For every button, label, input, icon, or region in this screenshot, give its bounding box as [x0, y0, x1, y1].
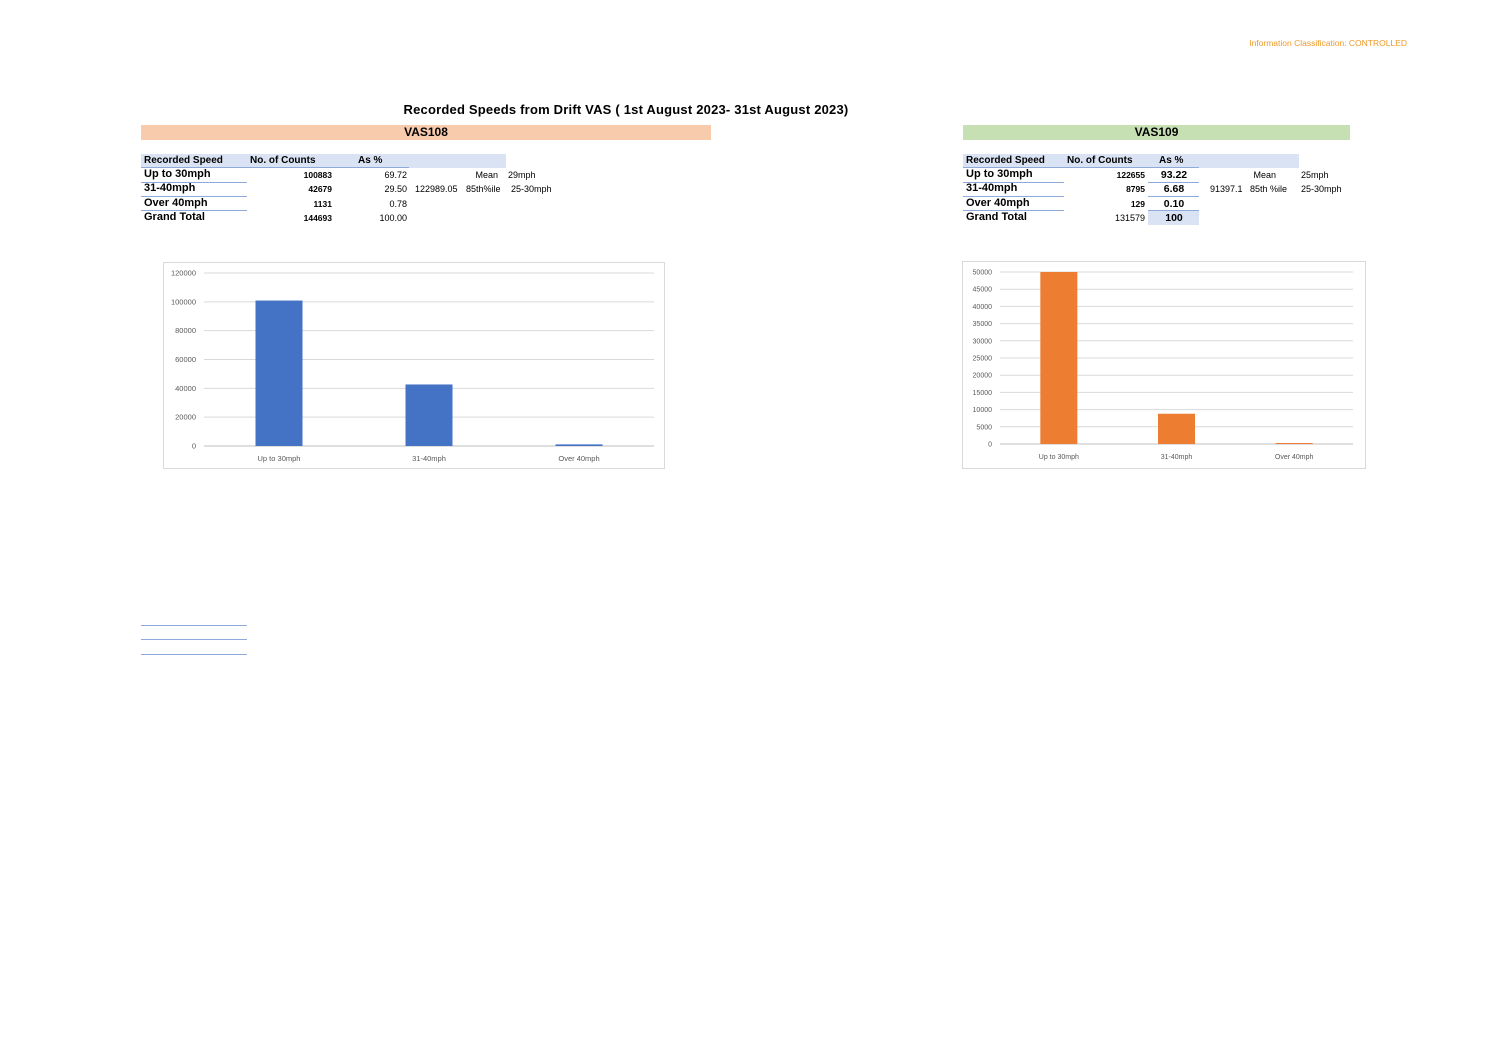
x-tick-label: Over 40mph [1275, 454, 1314, 461]
vas108-col-counts: No. of Counts [250, 155, 316, 166]
divider-line [141, 639, 247, 640]
y-tick-label: 0 [192, 442, 196, 451]
vas108-row-pct: 0.78 [389, 199, 407, 209]
vas108-row-label: Up to 30mph [144, 168, 211, 180]
vas108-row-count: 100883 [303, 170, 332, 180]
y-tick-label: 50000 [973, 270, 993, 277]
vas108-title-band: VAS108 [141, 125, 711, 140]
vas109-row-count: 122655 [1116, 170, 1145, 180]
vas108-mean-label: Mean [475, 170, 498, 180]
vas109-row-count: 129 [1130, 199, 1145, 209]
y-tick-label: 60000 [175, 355, 196, 364]
vas108-p85-value: 25-30mph [511, 184, 552, 194]
bar-over-40mph [1275, 443, 1313, 444]
vas108-row-label: 31-40mph [144, 182, 196, 194]
vas108-p85-label: 85th%ile [466, 184, 501, 194]
bar-up-to-30mph [1040, 272, 1078, 444]
vas109-col-pct: As % [1159, 155, 1184, 166]
vas109-p85-value: 25-30mph [1301, 184, 1342, 194]
y-tick-label: 35000 [973, 321, 993, 328]
y-tick-label: 100000 [171, 297, 196, 306]
y-tick-label: 10000 [973, 407, 993, 414]
vas109-col-counts: No. of Counts [1067, 155, 1133, 166]
vas108-extra-value: 122989.05 [415, 184, 458, 194]
vas108-chart-svg: 0 20000 40000 60000 80000 100000 120000 Up to 3… [171, 269, 654, 463]
vas109-p85-label: 85th %ile [1250, 184, 1288, 194]
vas109-title-band: VAS109 [963, 125, 1350, 140]
x-tick-label: 31-40mph [412, 454, 446, 463]
y-tick-label: 15000 [973, 390, 993, 397]
vas108-row-pct: 69.72 [384, 170, 407, 180]
vas109-row-count: 8795 [1126, 184, 1145, 194]
vas108-total-pct: 100.00 [379, 213, 407, 223]
vas108-row-pct: 29.50 [384, 184, 407, 194]
y-tick-label: 80000 [175, 326, 196, 335]
vas109-total-count: 131579 [1114, 213, 1145, 223]
y-tick-label: 30000 [973, 338, 993, 345]
vas109-row-pct: 6.68 [1163, 183, 1185, 195]
vas109-chart: 0 5000 10000 15000 20000 25000 30000 35000 40000… [962, 261, 1366, 469]
y-tick-label: 5000 [976, 424, 992, 431]
vas108-total-label: Grand Total [144, 211, 205, 223]
vas109-row-label: Up to 30mph [966, 168, 1033, 180]
divider-line [141, 625, 247, 626]
vas109-total-pct-fill [1148, 211, 1199, 225]
y-tick-label: 0 [988, 442, 992, 449]
bar-over-40mph [555, 444, 603, 446]
divider-line [141, 654, 247, 655]
y-tick-label: 120000 [171, 269, 196, 278]
x-tick-label: 31-40mph [1161, 454, 1193, 461]
vas109-row-label: 31-40mph [966, 182, 1018, 194]
vas108-col-recorded-speed: Recorded Speed [144, 155, 223, 166]
vas109-chart-svg: 0 5000 10000 15000 20000 25000 30000 35000 40000… [973, 270, 1353, 461]
vas109-mean-label: Mean [1253, 170, 1276, 180]
vas108-row-count: 1131 [313, 199, 332, 209]
classification-label: Information Classification: CONTROLLED [1249, 38, 1407, 48]
bar-31-40mph [1158, 413, 1195, 444]
vas109-row-pct: 93.22 [1160, 169, 1188, 181]
vas108-mean-value: 29mph [508, 170, 536, 180]
x-tick-label: Up to 30mph [258, 454, 301, 463]
vas109-header-fill [963, 154, 1299, 168]
y-tick-label: 20000 [973, 373, 993, 380]
vas109-mean-value: 25mph [1301, 170, 1329, 180]
vas109-row-label: Over 40mph [966, 197, 1030, 209]
vas109-row-pct: 0.10 [1163, 198, 1185, 210]
y-tick-label: 40000 [175, 384, 196, 393]
vas108-header-fill [141, 154, 506, 168]
vas108-total-count: 144693 [303, 213, 332, 223]
x-tick-label: Up to 30mph [1039, 454, 1079, 461]
y-tick-label: 45000 [973, 287, 993, 294]
y-tick-label: 20000 [175, 413, 196, 422]
vas108-row-count: 42679 [308, 184, 332, 194]
vas109-col-recorded-speed: Recorded Speed [966, 155, 1045, 166]
vas108-col-pct: As % [358, 155, 383, 166]
bar-31-40mph [405, 384, 453, 446]
page-title: Recorded Speeds from Drift VAS ( 1st Aug… [403, 102, 849, 117]
vas108-row-label: Over 40mph [144, 197, 208, 209]
vas109-total-pct: 100 [1165, 212, 1183, 224]
bar-up-to-30mph [255, 300, 303, 446]
vas109-extra-value: 91397.1 [1210, 184, 1243, 194]
vas108-chart: 0 20000 40000 60000 80000 100000 120000 Up to 3… [163, 262, 665, 469]
y-tick-label: 25000 [973, 356, 993, 363]
y-tick-label: 40000 [973, 304, 993, 311]
vas109-total-label: Grand Total [966, 211, 1027, 223]
x-tick-label: Over 40mph [558, 454, 599, 463]
